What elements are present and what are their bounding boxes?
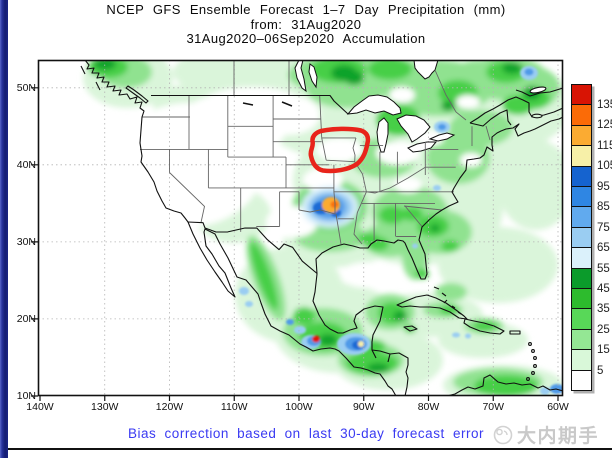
- colorbar-label: 15: [597, 344, 610, 356]
- bias-correction-caption: Bias correction based on last 30-day for…: [128, 426, 484, 441]
- lat-label-50n: 50N: [16, 82, 36, 94]
- map-frame: [37, 59, 564, 397]
- colorbar-label: 35: [597, 303, 610, 315]
- colorbar-label: 45: [597, 283, 610, 295]
- tick-marks: [31, 87, 559, 401]
- colorbar-cell: [572, 268, 591, 290]
- coastlines: [80, 60, 563, 396]
- colorbar-label: 25: [597, 324, 610, 336]
- colorbar-label: 95: [597, 181, 610, 193]
- title-line-3: 31Aug2020–06Sep2020 Accumulation: [186, 31, 426, 46]
- state-borders: [140, 60, 491, 245]
- colorbar-label: 65: [597, 242, 610, 254]
- lat-label-40n: 40N: [16, 159, 36, 171]
- watermark: 大内期手: [492, 421, 599, 448]
- precip-field: [83, 60, 563, 396]
- lon-label-70w: 70W: [482, 401, 505, 413]
- colorbar-cell: [572, 309, 591, 330]
- lon-label-90w: 90W: [352, 401, 375, 413]
- colorbar-cell: [572, 350, 591, 371]
- lon-label-100w: 100W: [285, 401, 313, 413]
- lat-label-10n: 10N: [16, 390, 36, 402]
- red-annotation-outline: [308, 126, 371, 174]
- colorbar-label: 5: [597, 365, 604, 377]
- colorbar-cell: [572, 146, 591, 167]
- colorbar-label: 125: [597, 119, 612, 131]
- colorbar-cell: [572, 207, 591, 228]
- colorbar-cell: [572, 289, 591, 310]
- lon-label-60w: 60W: [547, 401, 569, 413]
- colorbar-cell: [572, 248, 591, 269]
- lat-label-20n: 20N: [16, 313, 36, 325]
- colorbar-label: 115: [597, 140, 612, 152]
- bottom-divider-line: [8, 448, 612, 450]
- title-line-1: NCEP GFS Ensemble Forecast 1–7 Day Preci…: [106, 2, 506, 17]
- colorbar-label: 85: [597, 201, 610, 213]
- colorbar-cell: [572, 329, 591, 351]
- lon-label-80w: 80W: [417, 401, 440, 413]
- colorbar-cell: [572, 105, 591, 126]
- colorbar-cell: [572, 370, 591, 391]
- watermark-text: 大内期手: [517, 426, 600, 447]
- lon-label-120w: 120W: [155, 401, 184, 413]
- title-line-2: from: 31Aug2020: [250, 16, 362, 32]
- colorbar-cell: [572, 166, 591, 188]
- colorbar-label: 75: [597, 222, 610, 234]
- lon-label-130w: 130W: [91, 401, 119, 413]
- great-lakes: [294, 60, 456, 153]
- colorbar-cell: [572, 187, 591, 208]
- precipitation-map: [31, 59, 564, 401]
- lon-label-110w: 110W: [220, 401, 248, 413]
- lon-label-140w: 140W: [26, 401, 54, 413]
- colorbar: [571, 84, 592, 391]
- lat-label-30n: 30N: [16, 236, 36, 248]
- colorbar-cell: [572, 227, 591, 249]
- watermark-logo-icon: [493, 425, 513, 444]
- left-border-strip: [0, 0, 8, 458]
- colorbar-cell: [572, 85, 591, 106]
- colorbar-cell: [572, 125, 591, 147]
- colorbar-label: 105: [597, 160, 612, 172]
- chart-title: NCEP GFS Ensemble Forecast 1–7 Day Preci…: [0, 2, 612, 47]
- colorbar-label: 55: [597, 263, 610, 275]
- colorbar-label: 135: [597, 99, 612, 111]
